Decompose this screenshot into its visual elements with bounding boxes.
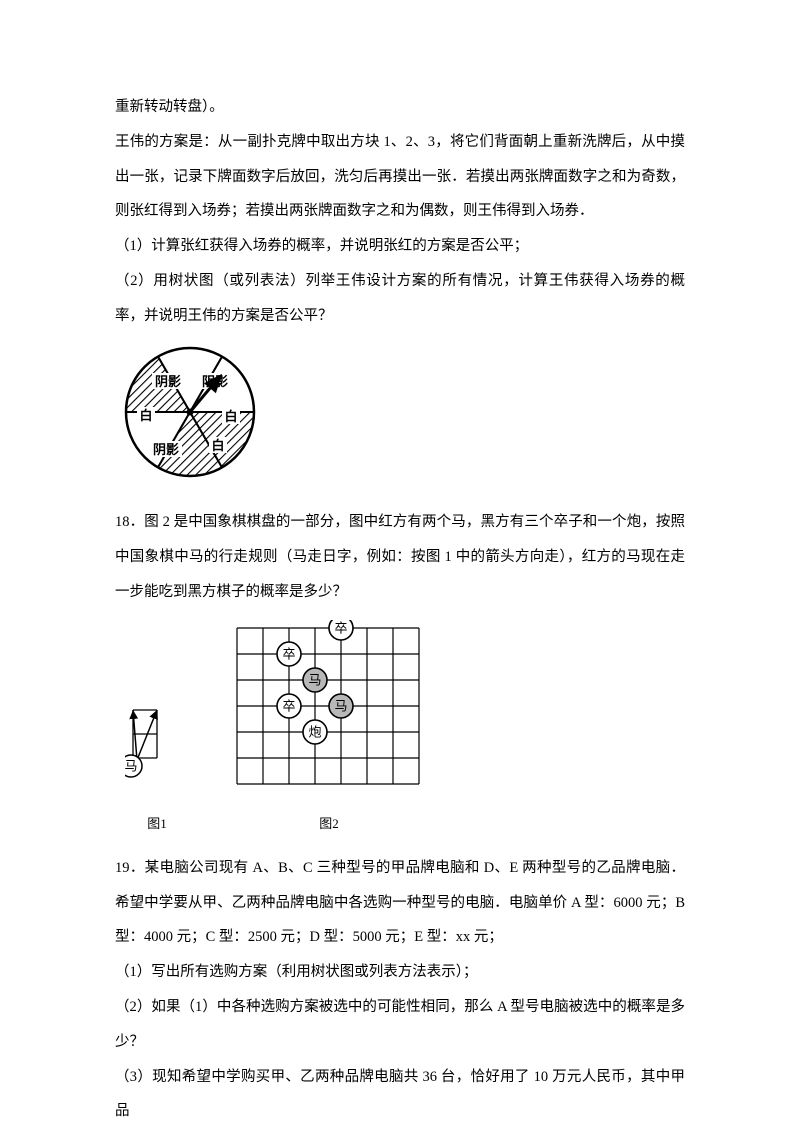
- figure-2: 卒卒马卒马炮 图2: [229, 620, 429, 839]
- figure-2-label: 图2: [229, 808, 429, 839]
- paragraph-q2: （2）用树状图（或列表法）列举王伟设计方案的所有情况，计算王伟获得入场券的概率，…: [115, 264, 685, 334]
- svg-text:白: 白: [211, 438, 224, 453]
- paragraph-q19: 19．某电脑公司现有 A、B、C 三种型号的甲品牌电脑和 D、E 两种型号的乙品…: [115, 851, 685, 955]
- figure-1: 马 图1: [125, 700, 189, 839]
- svg-text:白: 白: [139, 408, 152, 423]
- svg-text:炮: 炮: [308, 724, 321, 739]
- chess-figures: 马 图1 卒卒马卒马炮 图2: [125, 620, 685, 839]
- svg-text:马: 马: [334, 698, 347, 713]
- svg-text:白: 白: [224, 409, 237, 424]
- paragraph-wangwei-plan: 王伟的方案是：从一副扑克牌中取出方块 1、2、3，将它们背面朝上重新洗牌后，从中…: [115, 125, 685, 229]
- figure-1-label: 图1: [125, 808, 189, 839]
- svg-text:卒: 卒: [282, 698, 295, 713]
- svg-text:卒: 卒: [334, 620, 347, 635]
- paragraph-q1: （1）计算张红获得入场券的概率，并说明张红的方案是否公平；: [115, 229, 685, 264]
- svg-text:马: 马: [308, 672, 321, 687]
- paragraph-q19-1: （1）写出所有选购方案（利用树状图或列表方法表示）；: [115, 955, 685, 990]
- paragraph-q19-2: （2）如果（1）中各种选购方案被选中的可能性相同，那么 A 型号电脑被选中的概率…: [115, 990, 685, 1060]
- spinner-figure: 白白阴影白阴影阴影: [115, 342, 685, 496]
- svg-text:卒: 卒: [282, 646, 295, 661]
- paragraph-q18: 18．图 2 是中国象棋棋盘的一部分，图中红方有两个马，黑方有三个卒子和一个炮，…: [115, 505, 685, 609]
- svg-text:阴影: 阴影: [153, 442, 179, 457]
- paragraph-q19-3: （3）现知希望中学购买甲、乙两种品牌电脑共 36 台，恰好用了 10 万元人民币…: [115, 1060, 685, 1130]
- svg-text:阴影: 阴影: [155, 374, 181, 389]
- svg-text:马: 马: [125, 758, 138, 773]
- paragraph-spinner-intro-end: 重新转动转盘）。: [115, 90, 685, 125]
